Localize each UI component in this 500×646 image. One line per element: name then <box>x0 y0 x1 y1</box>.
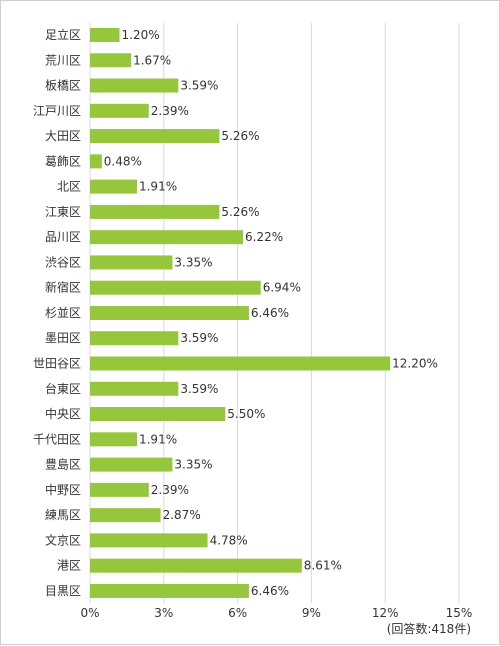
value-label: 6.94% <box>263 281 301 295</box>
bar <box>90 305 249 320</box>
category-label: 千代田区 <box>33 432 81 446</box>
bar <box>90 482 149 497</box>
bar <box>90 53 132 68</box>
value-label: 12.20% <box>392 357 438 371</box>
bar <box>90 280 261 295</box>
bar <box>90 255 173 270</box>
category-label: 大田区 <box>45 129 81 143</box>
category-label: 墨田区 <box>45 331 81 345</box>
category-label: 目黒区 <box>45 584 81 598</box>
x-tick-label: 9% <box>302 606 321 620</box>
category-label: 足立区 <box>45 27 81 42</box>
bar <box>90 179 137 194</box>
category-label: 港区 <box>57 559 81 573</box>
bar <box>90 533 208 548</box>
category-label: 練馬区 <box>45 508 81 522</box>
category-label: 品川区 <box>45 230 81 244</box>
bar <box>90 356 391 371</box>
bar <box>90 230 244 245</box>
value-label: 5.26% <box>221 205 259 219</box>
bar <box>90 558 302 573</box>
bars <box>90 28 391 598</box>
category-label: 荒川区 <box>45 53 81 67</box>
value-label: 3.59% <box>180 382 218 396</box>
value-label: 6.46% <box>251 584 289 598</box>
x-tick-label: 6% <box>228 606 247 620</box>
category-label: 台東区 <box>45 381 81 396</box>
x-tick-label: 0% <box>80 606 99 620</box>
category-label: 渋谷区 <box>45 255 81 269</box>
labels: 0% 3% 6% 9% 12% 15% 足立区 1.20% 荒川区 1.67% 板橋区 3.59% 江戸… <box>33 27 472 620</box>
value-label: 3.35% <box>174 458 212 472</box>
category-label: 板橋区 <box>45 79 81 93</box>
value-label: 1.67% <box>133 53 171 67</box>
bar <box>90 103 149 118</box>
bar <box>90 381 179 396</box>
bar <box>90 204 220 219</box>
bar <box>90 432 137 447</box>
category-label: 豊島区 <box>45 457 81 472</box>
category-label: 中野区 <box>45 482 81 497</box>
value-label: 2.87% <box>163 508 201 522</box>
bar <box>90 129 220 144</box>
value-label: 5.50% <box>227 407 265 421</box>
category-label: 杉並区 <box>45 306 81 320</box>
value-label: 1.91% <box>139 180 177 194</box>
bar <box>90 407 226 422</box>
bar <box>90 508 161 523</box>
value-label: 2.39% <box>151 483 189 497</box>
value-label: 3.59% <box>180 331 218 345</box>
bar <box>90 457 173 472</box>
x-tick-label: 12% <box>372 606 399 620</box>
bar <box>90 78 179 93</box>
response-count-note: (回答数:418件) <box>387 621 471 636</box>
value-label: 3.59% <box>180 79 218 93</box>
bar <box>90 28 120 42</box>
category-label: 中央区 <box>45 406 81 421</box>
category-label: 江戸川区 <box>33 104 81 118</box>
category-label: 葛飾区 <box>45 154 81 168</box>
bar <box>90 154 102 169</box>
x-tick-label: 3% <box>154 606 173 620</box>
value-label: 8.61% <box>304 559 342 573</box>
value-label: 1.20% <box>122 28 160 42</box>
value-label: 0.48% <box>104 154 142 168</box>
category-label: 文京区 <box>45 532 81 547</box>
category-label: 北区 <box>57 180 81 194</box>
category-label: 世田谷区 <box>33 357 81 371</box>
value-label: 5.26% <box>221 129 259 143</box>
value-label: 3.35% <box>174 255 212 269</box>
value-label: 2.39% <box>151 104 189 118</box>
value-label: 1.91% <box>139 432 177 446</box>
value-label: 6.22% <box>245 230 283 244</box>
x-tick-label: 15% <box>446 606 473 620</box>
category-label: 江東区 <box>45 205 81 219</box>
value-label: 6.46% <box>251 306 289 320</box>
value-label: 4.78% <box>210 533 248 547</box>
category-label: 新宿区 <box>45 280 81 295</box>
bar <box>90 583 249 598</box>
bar <box>90 331 179 346</box>
